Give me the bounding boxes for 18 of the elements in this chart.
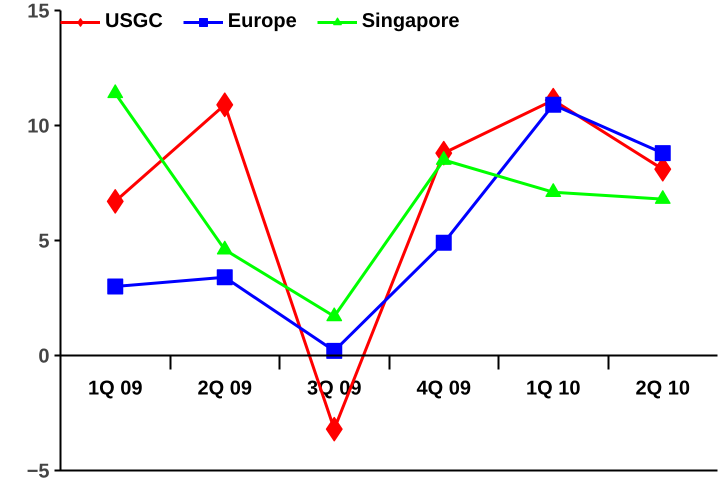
point [107, 278, 124, 294]
x-tick-label: 2Q 09 [198, 378, 252, 400]
y-tick-label: 0 [38, 346, 50, 368]
x-tick-label: 1Q 10 [526, 378, 580, 400]
y-tick-label: −5 [26, 460, 50, 480]
legend-label: Europe [228, 10, 297, 33]
point [545, 96, 562, 113]
legend-label: USGC [105, 10, 163, 33]
y-tick-label: 5 [38, 230, 50, 252]
x-tick-label: 1Q 09 [88, 378, 142, 400]
point [654, 145, 671, 162]
y-tick-label: 15 [27, 0, 50, 22]
legend-label: Singapore [362, 10, 460, 33]
x-tick-label: 2Q 10 [636, 378, 690, 400]
point [436, 234, 452, 251]
x-tick-label: 4Q 09 [416, 378, 471, 400]
y-tick-label: 10 [27, 116, 50, 138]
point [216, 269, 233, 286]
